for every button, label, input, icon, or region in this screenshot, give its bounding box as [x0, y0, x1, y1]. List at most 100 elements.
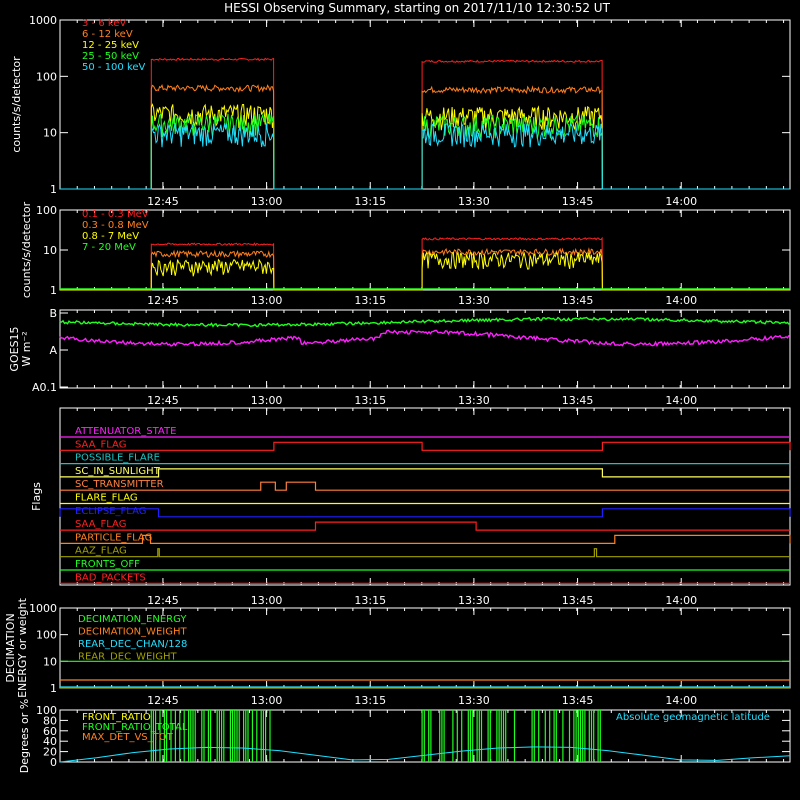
x-tick-label: 12:45: [147, 294, 179, 307]
chart-title: HESSI Observing Summary, starting on 201…: [224, 1, 610, 15]
flag-line: [60, 548, 790, 558]
count-rate-y-tick-label: 10: [43, 127, 57, 140]
flag-line: [60, 441, 791, 451]
series-line: [60, 236, 790, 291]
x-tick-label: 13:00: [251, 594, 283, 607]
flag-label: SAA_FLAG: [75, 519, 126, 530]
decimation-y-tick-label: 1: [50, 682, 57, 695]
x-tick-label: 13:45: [562, 594, 594, 607]
decimation-ylabel: DECIMATION: [4, 613, 17, 682]
x-tick-label: 14:00: [665, 195, 697, 208]
flag-label: FLARE_FLAG: [75, 493, 138, 504]
flag-line: [59, 508, 791, 518]
x-tick-label: 14:00: [665, 594, 697, 607]
count-rate-y-tick-label: 1000: [29, 14, 57, 27]
x-tick-label: 13:45: [562, 394, 594, 407]
flag-label: BAD_PACKETS: [75, 572, 146, 583]
ratios-ylabel: Degrees or %: [18, 699, 31, 773]
high-energy-ylabel: counts/s/detector: [20, 201, 33, 298]
goes-yunit: W m⁻²: [20, 331, 33, 366]
legend-entry: MAX_DET_VS_TOT: [82, 732, 174, 743]
goes-y-tick-label: B: [49, 307, 57, 320]
high-energy-y-tick-label: 10: [43, 244, 57, 257]
flags-panel-frame: [59, 407, 791, 586]
legend-entry: 50 - 100 keV: [82, 62, 146, 73]
flag-line: [60, 534, 791, 544]
x-tick-label: 13:15: [354, 294, 386, 307]
flags-ylabel: Flags: [30, 482, 43, 511]
x-tick-label: 13:00: [251, 294, 283, 307]
series-line: [60, 247, 790, 291]
goes-y-tick-label: A: [49, 344, 57, 357]
x-tick-label: 13:30: [458, 294, 490, 307]
decimation-ylabel-2: ENERGY or weight: [16, 597, 29, 697]
count-rate-panel-frame: [59, 19, 791, 190]
x-tick-label: 13:00: [251, 195, 283, 208]
series-line: [60, 103, 790, 190]
count-rate-ylabel: counts/s/detector: [10, 56, 23, 153]
x-tick-label: 13:45: [562, 195, 594, 208]
x-tick-label: 12:45: [147, 694, 179, 707]
series-line: [60, 251, 790, 291]
x-tick-label: 13:30: [458, 195, 490, 208]
geomag-annotation: Absolute geomagnetic latitude: [616, 712, 770, 723]
count-rate-y-tick-label: 100: [36, 70, 57, 83]
flag-label: PARTICLE_FLAG: [75, 532, 152, 543]
x-tick-label: 13:00: [251, 694, 283, 707]
flag-line: [60, 521, 790, 531]
legend-entry: FRONT_RATIO_TOTAL: [82, 722, 188, 733]
flag-line: [60, 468, 790, 478]
decimation-y-tick-label: 10: [43, 655, 57, 668]
legend-entry: 0.3 - 0.8 MeV: [82, 220, 149, 231]
x-tick-label: 13:15: [354, 195, 386, 208]
series-line: [59, 329, 790, 348]
flag-label: AAZ_FLAG: [75, 546, 127, 557]
series-line: [60, 122, 790, 190]
legend-entry: DECIMATION_WEIGHT: [78, 627, 187, 638]
series-line: [60, 83, 790, 190]
legend-entry: 3 - 6 keV: [82, 18, 126, 29]
x-tick-label: 13:00: [251, 394, 283, 407]
decimation-y-tick-label: 100: [36, 629, 57, 642]
x-tick-label: 13:30: [458, 394, 490, 407]
x-tick-label: 13:45: [562, 694, 594, 707]
legend-entry: REAR_DEC_WEIGHT: [78, 652, 177, 663]
series-line: [60, 113, 790, 190]
x-tick-label: 13:15: [354, 394, 386, 407]
series-line: [59, 316, 790, 328]
legend-entry: REAR_DEC_CHAN/128: [78, 639, 187, 650]
x-tick-label: 13:45: [562, 294, 594, 307]
ratios-y-tick-label: 20: [43, 746, 57, 759]
flag-label: ECLIPSE_FLAG: [75, 506, 146, 517]
flag-label: ATTENUATOR_STATE: [75, 426, 176, 437]
x-tick-label: 13:15: [354, 694, 386, 707]
goes-ylabel: GOES15: [8, 326, 21, 371]
flag-label: SAA_FLAG: [75, 439, 126, 450]
x-tick-label: 14:00: [665, 394, 697, 407]
goes-panel-frame: [59, 309, 791, 389]
legend-entry: 0.1 - 0.3 MeV: [82, 209, 149, 220]
legend-entry: FRONT_RATIO: [82, 712, 151, 723]
legend-entry: 0.8 - 7 MeV: [82, 231, 139, 242]
flag-label: POSSIBLE_FLARE: [75, 453, 160, 464]
ratios-y-tick-label: 80: [43, 714, 57, 727]
legend-entry: 7 - 20 MeV: [82, 242, 136, 253]
legend-entry: 25 - 50 keV: [82, 51, 139, 62]
count-rate-y-tick-label: 1: [50, 183, 57, 196]
high-energy-y-tick-label: 100: [36, 204, 57, 217]
goes-y-tick-label: A0.1: [32, 381, 57, 394]
x-tick-label: 12:45: [147, 594, 179, 607]
ratios-y-tick-label: 60: [43, 725, 57, 738]
x-tick-label: 12:45: [147, 394, 179, 407]
series-line: [60, 57, 790, 190]
ratios-y-tick-label: 100: [36, 704, 57, 717]
flag-label: SC_IN_SUNLIGHT: [75, 466, 161, 477]
x-tick-label: 14:00: [665, 694, 697, 707]
flag-label: SC_TRANSMITTER: [75, 479, 164, 490]
x-tick-label: 12:45: [147, 195, 179, 208]
high-energy-y-tick-label: 1: [50, 284, 57, 297]
legend-entry: 12 - 25 keV: [82, 40, 139, 51]
decimation-y-tick-label: 1000: [29, 602, 57, 615]
legend-entry: 6 - 12 keV: [82, 29, 133, 40]
